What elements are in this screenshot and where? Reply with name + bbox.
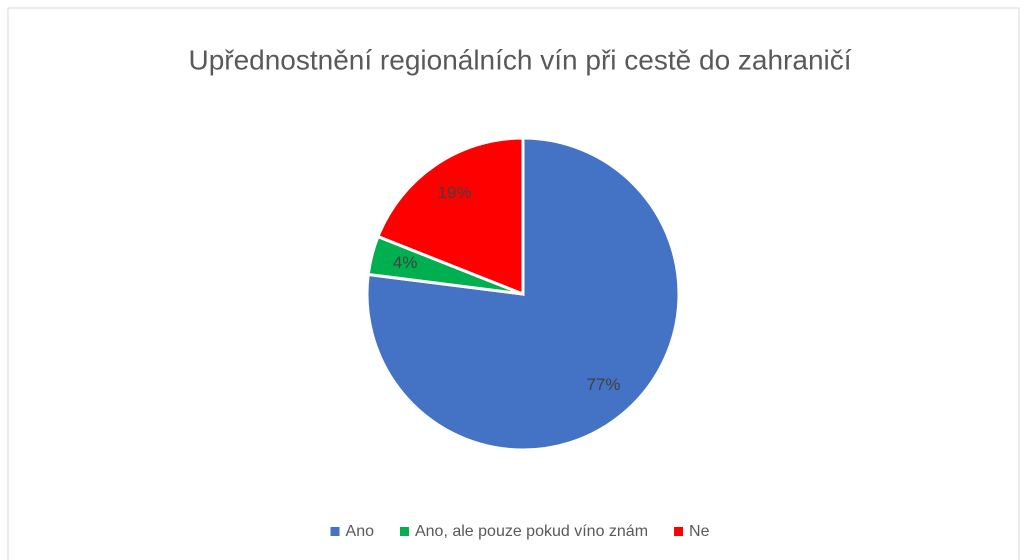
data-label: 4%: [393, 253, 418, 272]
data-label: 77%: [586, 375, 620, 394]
legend-swatch: [399, 527, 409, 536]
data-label: 19%: [438, 183, 472, 202]
legend-label: Ano, ale pouze pokud víno znám: [415, 523, 648, 540]
legend-swatch: [330, 527, 340, 536]
legend-label: Ne: [689, 523, 710, 540]
legend-label: Ano: [346, 523, 375, 540]
legend-swatch: [674, 527, 684, 536]
pie-slice: [376, 136, 525, 297]
pie-slice: [365, 136, 681, 452]
chart-title: Upřednostnění regionálních vín při cestě…: [188, 44, 851, 75]
